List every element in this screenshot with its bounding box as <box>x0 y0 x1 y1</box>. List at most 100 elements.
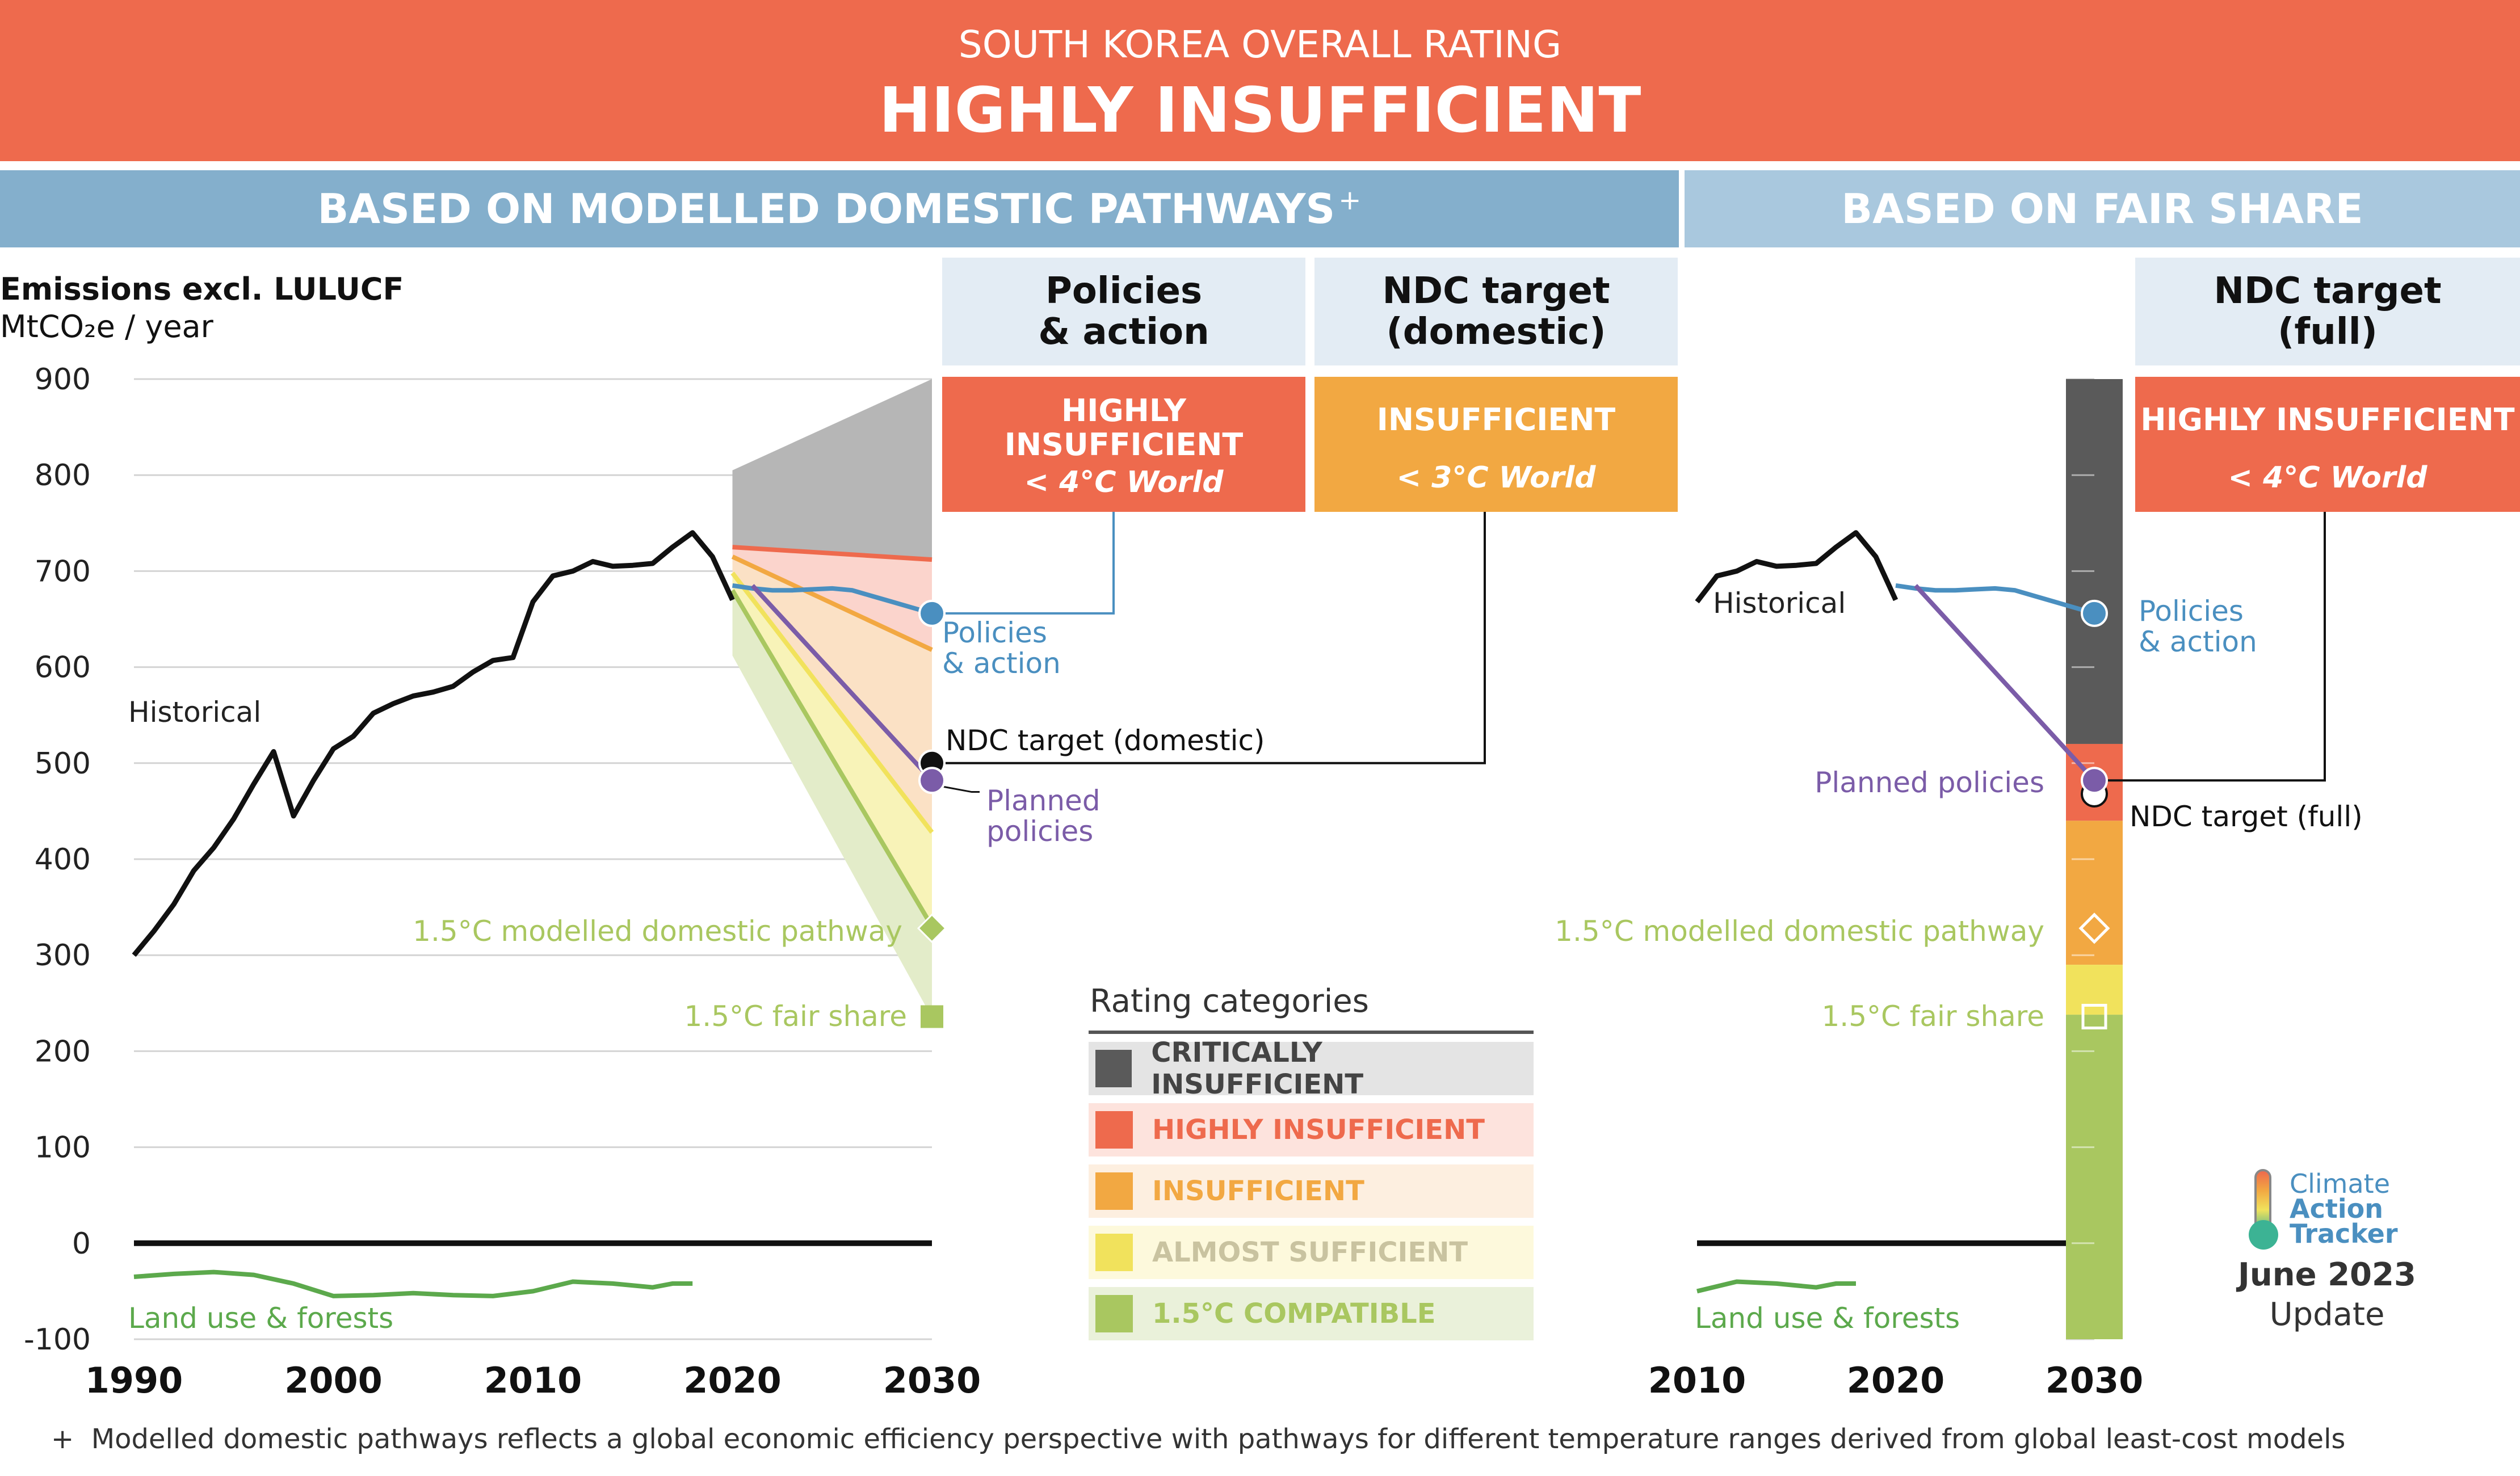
column-head-ndc-domestic-line2: (domestic) <box>1386 311 1606 353</box>
update-label: Update <box>2269 1296 2385 1333</box>
policies-label: Policies <box>942 616 1047 649</box>
fair-share-marker <box>2081 1003 2107 1029</box>
section-header-fair-share: BASED ON FAIR SHARE <box>1685 170 2520 247</box>
rating-policies-line2: INSUFFICIENT <box>1004 427 1244 462</box>
band-1-5-c-compatible <box>732 590 932 1018</box>
column-head-policies: Policies & action <box>942 258 1305 365</box>
rating-policies-world: < 4°C World <box>1024 465 1224 499</box>
modelled-pathway-marker <box>2078 912 2110 944</box>
historical-label: Historical <box>128 696 261 729</box>
y-tick-label: 300 <box>35 939 91 973</box>
rating-ndc-full-world: < 4°C World <box>2228 461 2427 495</box>
rating-box-policies: HIGHLY INSUFFICIENT < 4°C World <box>942 377 1305 512</box>
logo-line3: Tracker <box>2290 1218 2398 1249</box>
y-tick-label: 800 <box>35 459 91 493</box>
x-tick-label: 2020 <box>683 1360 782 1401</box>
column-head-ndc-domestic: NDC target (domestic) <box>1314 258 1678 365</box>
planned-policies-line <box>1914 584 2096 783</box>
y-tick-label: -100 <box>24 1323 91 1357</box>
legend-label: 1.5°C COMPATIBLE <box>1152 1298 1436 1330</box>
rating-legend: CRITICALLY INSUFFICIENT HIGHLY INSUFFICI… <box>1089 1037 1534 1340</box>
rating-ndc-domestic-label: INSUFFICIENT <box>1376 402 1616 438</box>
x-tick-label: 2010 <box>484 1360 582 1401</box>
rating-bar-segment <box>2066 379 2123 744</box>
banner-title: HIGHLY INSUFFICIENT <box>879 74 1641 146</box>
policies-line <box>732 583 933 616</box>
y-tick-label: 600 <box>35 651 91 685</box>
y-tick-label: 400 <box>35 843 91 877</box>
fair-share-label: 1.5°C fair share <box>1821 1000 2044 1033</box>
y-tick-label: 900 <box>35 363 91 397</box>
land-use-label: Land use & forests <box>128 1302 393 1335</box>
banner-subtitle: SOUTH KOREA OVERALL RATING <box>958 23 1562 66</box>
legend-title: Rating categories <box>1090 983 1369 1020</box>
planned-connector <box>940 785 980 793</box>
policies-marker <box>918 599 946 627</box>
policies-connector <box>932 512 1115 615</box>
planned-marker <box>918 767 946 794</box>
cross-mark-icon: + <box>1338 184 1362 216</box>
rating-box-ndc-domestic: INSUFFICIENT < 3°C World <box>1314 377 1678 512</box>
column-head-ndc-full-line2: (full) <box>2278 311 2378 353</box>
policies-marker <box>2081 599 2108 627</box>
planned-marker <box>2081 767 2108 794</box>
modelled-pathway-label: 1.5°C modelled domestic pathway <box>413 915 902 948</box>
y-tick-label: 700 <box>35 554 91 588</box>
band-boundary <box>730 589 934 928</box>
band-critically-insufficient <box>732 379 932 560</box>
band-boundary <box>730 571 934 834</box>
rating-bar-segment <box>2066 1015 2123 1339</box>
legend-item-critically: CRITICALLY INSUFFICIENT <box>1089 1037 1534 1100</box>
policies-label: & action <box>942 647 1061 680</box>
planned-policies-line <box>750 584 934 783</box>
rating-ndc-full-label: HIGHLY INSUFFICIENT <box>2140 402 2515 438</box>
legend-swatch <box>1095 1295 1133 1332</box>
rating-banner: SOUTH KOREA OVERALL RATING HIGHLY INSUFF… <box>0 0 2520 161</box>
fair-share-marker <box>921 1005 943 1028</box>
historical-line <box>1695 530 1899 604</box>
policies-label: Policies <box>2139 595 2244 628</box>
legend-label: ALMOST SUFFICIENT <box>1152 1237 1468 1268</box>
logo-line2: Action <box>2290 1193 2383 1224</box>
x-tick-label: 2010 <box>1648 1360 1746 1401</box>
thermometer-icon <box>2249 1169 2278 1254</box>
x-tick-label: 2030 <box>883 1360 981 1401</box>
legend-swatch <box>1095 1050 1132 1087</box>
rating-box-ndc-full: HIGHLY INSUFFICIENT < 4°C World <box>2135 377 2520 512</box>
land-use-line <box>133 1269 693 1298</box>
section-header-modelled-label: BASED ON MODELLED DOMESTIC PATHWAYS <box>317 185 1335 233</box>
rating-ndc-domestic-world: < 3°C World <box>1396 461 1596 495</box>
section-header-fair-share-label: BASED ON FAIR SHARE <box>1841 185 2363 233</box>
ndc-full-connector <box>2106 512 2326 782</box>
legend-swatch <box>1095 1172 1133 1210</box>
planned-label: Planned policies <box>1815 766 2044 799</box>
update-date: June 2023 <box>2238 1256 2416 1293</box>
y-tick-label: 500 <box>35 747 91 781</box>
column-head-policies-line1: Policies <box>1045 270 1203 312</box>
column-head-ndc-full: NDC target (full) <box>2135 258 2520 365</box>
chart-title: Emissions excl. LULUCF <box>0 271 404 307</box>
legend-swatch <box>1095 1234 1133 1271</box>
legend-label: HIGHLY INSUFFICIENT <box>1152 1114 1485 1146</box>
ndc-domestic-label: NDC target (domestic) <box>946 724 1265 757</box>
x-tick-label: 2030 <box>2046 1360 2144 1401</box>
modelled-pathway-marker <box>917 913 947 943</box>
x-tick-label: 2000 <box>284 1360 383 1401</box>
legend-item-insufficient: INSUFFICIENT <box>1089 1164 1534 1218</box>
ndc-full-label: NDC target (full) <box>2130 800 2363 833</box>
band-boundary <box>731 554 933 652</box>
land-use-line <box>1696 1279 1856 1294</box>
band-boundary <box>732 545 933 562</box>
y-tick-label: 100 <box>35 1131 91 1165</box>
ndc-domestic-connector <box>932 512 1486 764</box>
section-header-modelled: BASED ON MODELLED DOMESTIC PATHWAYS + <box>0 170 1679 247</box>
legend-label: CRITICALLY INSUFFICIENT <box>1151 1037 1364 1100</box>
fair-share-label: 1.5°C fair share <box>684 1000 907 1033</box>
rating-bar-segment <box>2066 965 2123 1015</box>
legend-label: INSUFFICIENT <box>1152 1175 1364 1207</box>
land-use-label: Land use & forests <box>1695 1302 1960 1335</box>
footnote-mark-icon: + <box>51 1423 74 1455</box>
column-head-ndc-domestic-line1: NDC target <box>1382 270 1610 312</box>
y-axis-unit: MtCO₂e / year <box>0 309 213 344</box>
